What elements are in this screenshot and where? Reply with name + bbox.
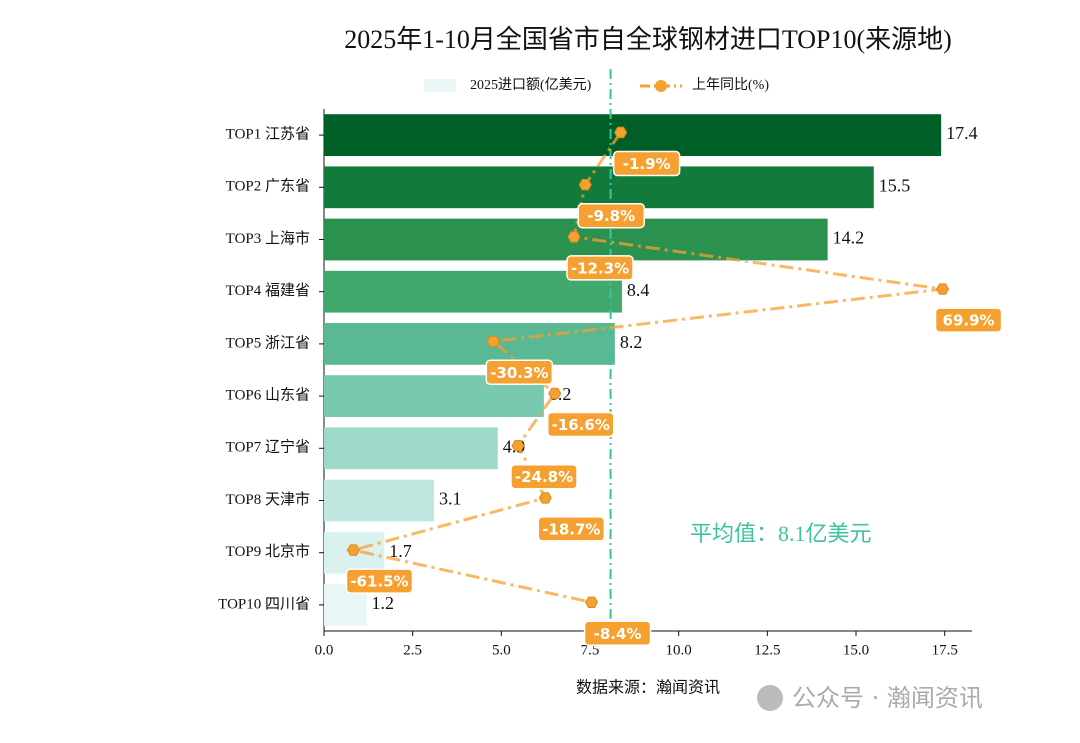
x-tick-label: 15.0 <box>843 642 869 658</box>
bar-value-label: 14.2 <box>833 228 865 248</box>
x-tick-label: 10.0 <box>666 642 692 658</box>
x-tick-label: 7.5 <box>581 642 600 658</box>
bar <box>324 114 942 156</box>
yoy-marker <box>511 439 525 452</box>
yoy-label-text: -16.6% <box>552 416 610 434</box>
yoy-label: -24.8% <box>510 463 578 490</box>
yoy-label-box <box>612 150 681 177</box>
yoy-marker <box>935 283 950 295</box>
bar-value-label: 15.5 <box>879 175 911 195</box>
yoy-marker <box>584 596 599 608</box>
bar-value-label: 17.4 <box>946 123 978 143</box>
source-note: 数据来源：瀚闻资讯 <box>576 679 720 697</box>
yoy-label: -9.8% <box>577 202 645 229</box>
yoy-label-box <box>583 620 652 647</box>
yoy-label: 69.9% <box>934 307 1003 333</box>
yoy-marker <box>567 231 581 243</box>
yoy-marker <box>548 387 562 400</box>
yoy-label-text: -9.8% <box>587 207 635 225</box>
yoy-label-box <box>345 568 414 594</box>
legend: 2025进口额(亿美元) 上年同比(%) <box>424 77 769 93</box>
x-tick-label: 2.5 <box>403 642 422 658</box>
yoy-label-box <box>934 307 1003 333</box>
y-tick-label: TOP1 江苏省 <box>226 126 310 143</box>
chart-title: 2025年1-10月全国省市自全球钢材进口TOP10(来源地) <box>344 25 952 54</box>
bar-value-label: 8.2 <box>620 332 643 352</box>
watermark: 公众号 · 瀚闻资讯 <box>757 684 983 712</box>
bar-value-label: 8.4 <box>627 280 650 300</box>
yoy-marker <box>346 544 361 556</box>
y-tick-label: TOP9 北京市 <box>226 543 310 560</box>
yoy-label: -1.9% <box>612 150 681 177</box>
yoy-label-box <box>546 411 615 438</box>
y-tick-label: TOP8 天津市 <box>226 491 310 508</box>
yoy-label-text: -30.3% <box>490 364 548 382</box>
bar <box>324 479 434 522</box>
bar-value-label: 1.2 <box>372 593 395 613</box>
yoy-label-box <box>577 202 645 229</box>
yoy-label-text: -12.3% <box>571 259 629 277</box>
x-tick-label: 17.5 <box>932 642 958 658</box>
legend-line-marker <box>655 80 667 92</box>
bar <box>324 166 874 209</box>
y-tick-label: TOP6 山东省 <box>226 387 310 404</box>
yoy-label: -30.3% <box>485 359 554 386</box>
yoy-marker <box>486 335 500 347</box>
yoy-marker <box>538 492 552 504</box>
legend-label: 2025进口额(亿美元) <box>470 77 592 93</box>
watermark-text: 公众号 · 瀚闻资讯 <box>792 684 983 712</box>
yoy-label-text: -8.4% <box>594 625 642 643</box>
legend-bar-swatch <box>424 79 456 92</box>
y-tick-label: TOP5 浙江省 <box>226 334 310 351</box>
watermark-icon <box>757 685 783 711</box>
yoy-label-text: -61.5% <box>350 573 408 591</box>
yoy-label: -12.3% <box>566 255 634 281</box>
yoy-marker <box>578 178 592 191</box>
yoy-label-box <box>537 516 606 542</box>
yoy-label: -8.4% <box>583 620 652 647</box>
yoy-label-text: -18.7% <box>542 520 600 538</box>
bar <box>324 427 498 470</box>
yoy-label-box <box>485 359 554 386</box>
yoy-label-text: 69.9% <box>943 312 995 330</box>
yoy-label-box <box>510 463 578 490</box>
y-tick-label: TOP3 上海市 <box>226 230 310 247</box>
y-tick-label: TOP7 辽宁省 <box>226 439 310 456</box>
bar-value-label: 3.1 <box>439 489 462 509</box>
y-tick-label: TOP4 福建省 <box>226 282 310 299</box>
y-tick-label: TOP2 广东省 <box>226 178 310 195</box>
yoy-label: -16.6% <box>546 411 615 438</box>
yoy-label-text: -24.8% <box>515 468 573 486</box>
y-tick-label: TOP10 四川省 <box>218 595 310 612</box>
yoy-label: -18.7% <box>537 516 606 542</box>
yoy-label: -61.5% <box>345 568 414 594</box>
x-tick-label: 0.0 <box>315 642 334 658</box>
legend-label: 上年同比(%) <box>692 77 769 93</box>
x-tick-label: 12.5 <box>754 642 780 658</box>
bar <box>324 323 615 365</box>
yoy-marker <box>614 126 628 139</box>
average-label: 平均值：8.1亿美元 <box>690 521 872 546</box>
yoy-label-box <box>566 255 634 281</box>
yoy-label-text: -1.9% <box>623 155 671 173</box>
x-tick-label: 5.0 <box>492 642 511 658</box>
bar-value-label: 1.7 <box>389 541 412 561</box>
